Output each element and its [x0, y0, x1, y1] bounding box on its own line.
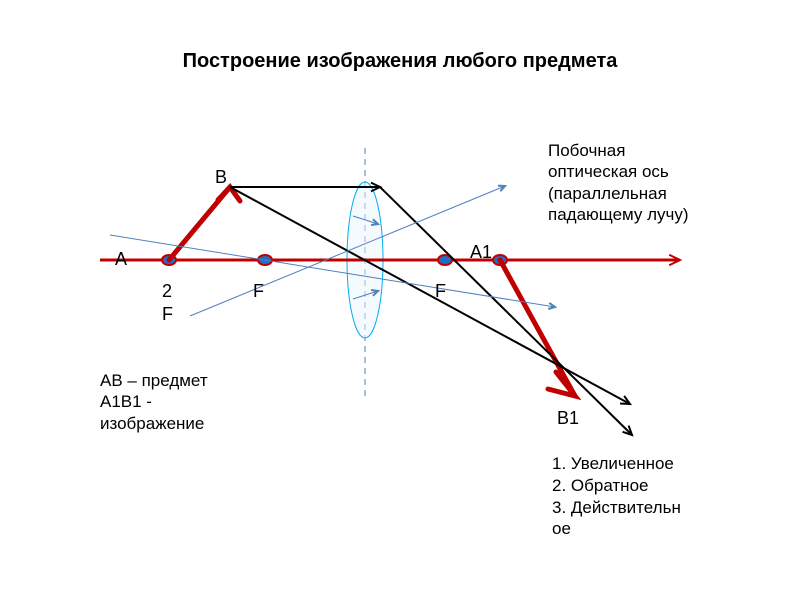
label-props_1: 1. Увеличенное: [552, 453, 674, 474]
label-2F: 2F: [162, 280, 173, 325]
label-Fr: F: [435, 280, 446, 303]
label-B1: B1: [557, 407, 579, 430]
label-legend_left: АВ – предметА1В1 - изображение: [100, 370, 208, 434]
label-props_3: 3. Действительное: [552, 497, 681, 540]
label-A1: A1: [470, 241, 492, 264]
label-Fl: F: [253, 280, 264, 303]
label-B: B: [215, 166, 227, 189]
label-legend_right: Побочнаяоптическая ось(параллельнаяпадаю…: [548, 140, 689, 225]
object-arrowhead: [218, 187, 240, 201]
image-A1B1: [500, 260, 575, 396]
aux-axis-2: [190, 186, 505, 316]
label-A: A: [115, 248, 127, 271]
label-props_2: 2. Обратное: [552, 475, 648, 496]
